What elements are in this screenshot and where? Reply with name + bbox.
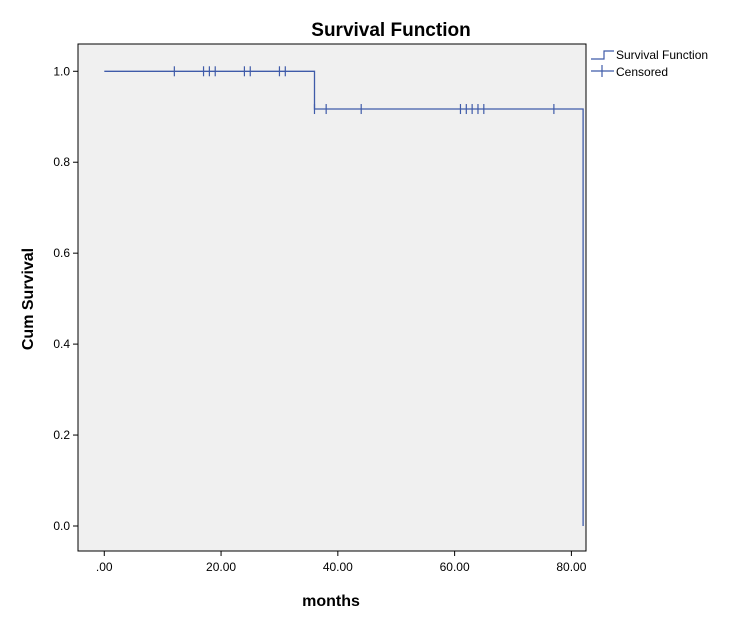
- x-tick-label: 20.00: [206, 560, 236, 574]
- x-axis-label: months: [302, 593, 360, 610]
- x-tick-label: .00: [96, 560, 113, 574]
- x-tick-label: 40.00: [323, 560, 353, 574]
- legend-censored-label: Censored: [616, 65, 668, 79]
- x-tick-label: 80.00: [556, 560, 586, 574]
- y-axis: 0.0 0.2 0.4 0.6 0.8 1.0: [53, 64, 78, 533]
- plot-area: [77, 43, 587, 552]
- legend-survival-function-label: Survival Function: [616, 48, 708, 62]
- y-tick-label: 0.2: [53, 428, 70, 442]
- y-axis-label: Cum Survival: [20, 248, 37, 350]
- y-tick-label: 1.0: [53, 64, 70, 78]
- series-layer: [104, 66, 584, 526]
- y-tick-label: 0.4: [53, 337, 70, 351]
- legend: Survival Function Censored: [591, 48, 708, 79]
- legend-survival-function-icon: [591, 50, 614, 60]
- x-axis: .00 20.00 40.00 60.00 80.00: [96, 551, 587, 574]
- chart-title: Survival Function: [311, 20, 470, 41]
- y-tick-label: 0.0: [53, 519, 70, 533]
- x-tick-label: 60.00: [440, 560, 470, 574]
- y-tick-label: 0.6: [53, 246, 70, 260]
- y-tick-label: 0.8: [53, 155, 70, 169]
- legend-censored-icon: [591, 65, 614, 77]
